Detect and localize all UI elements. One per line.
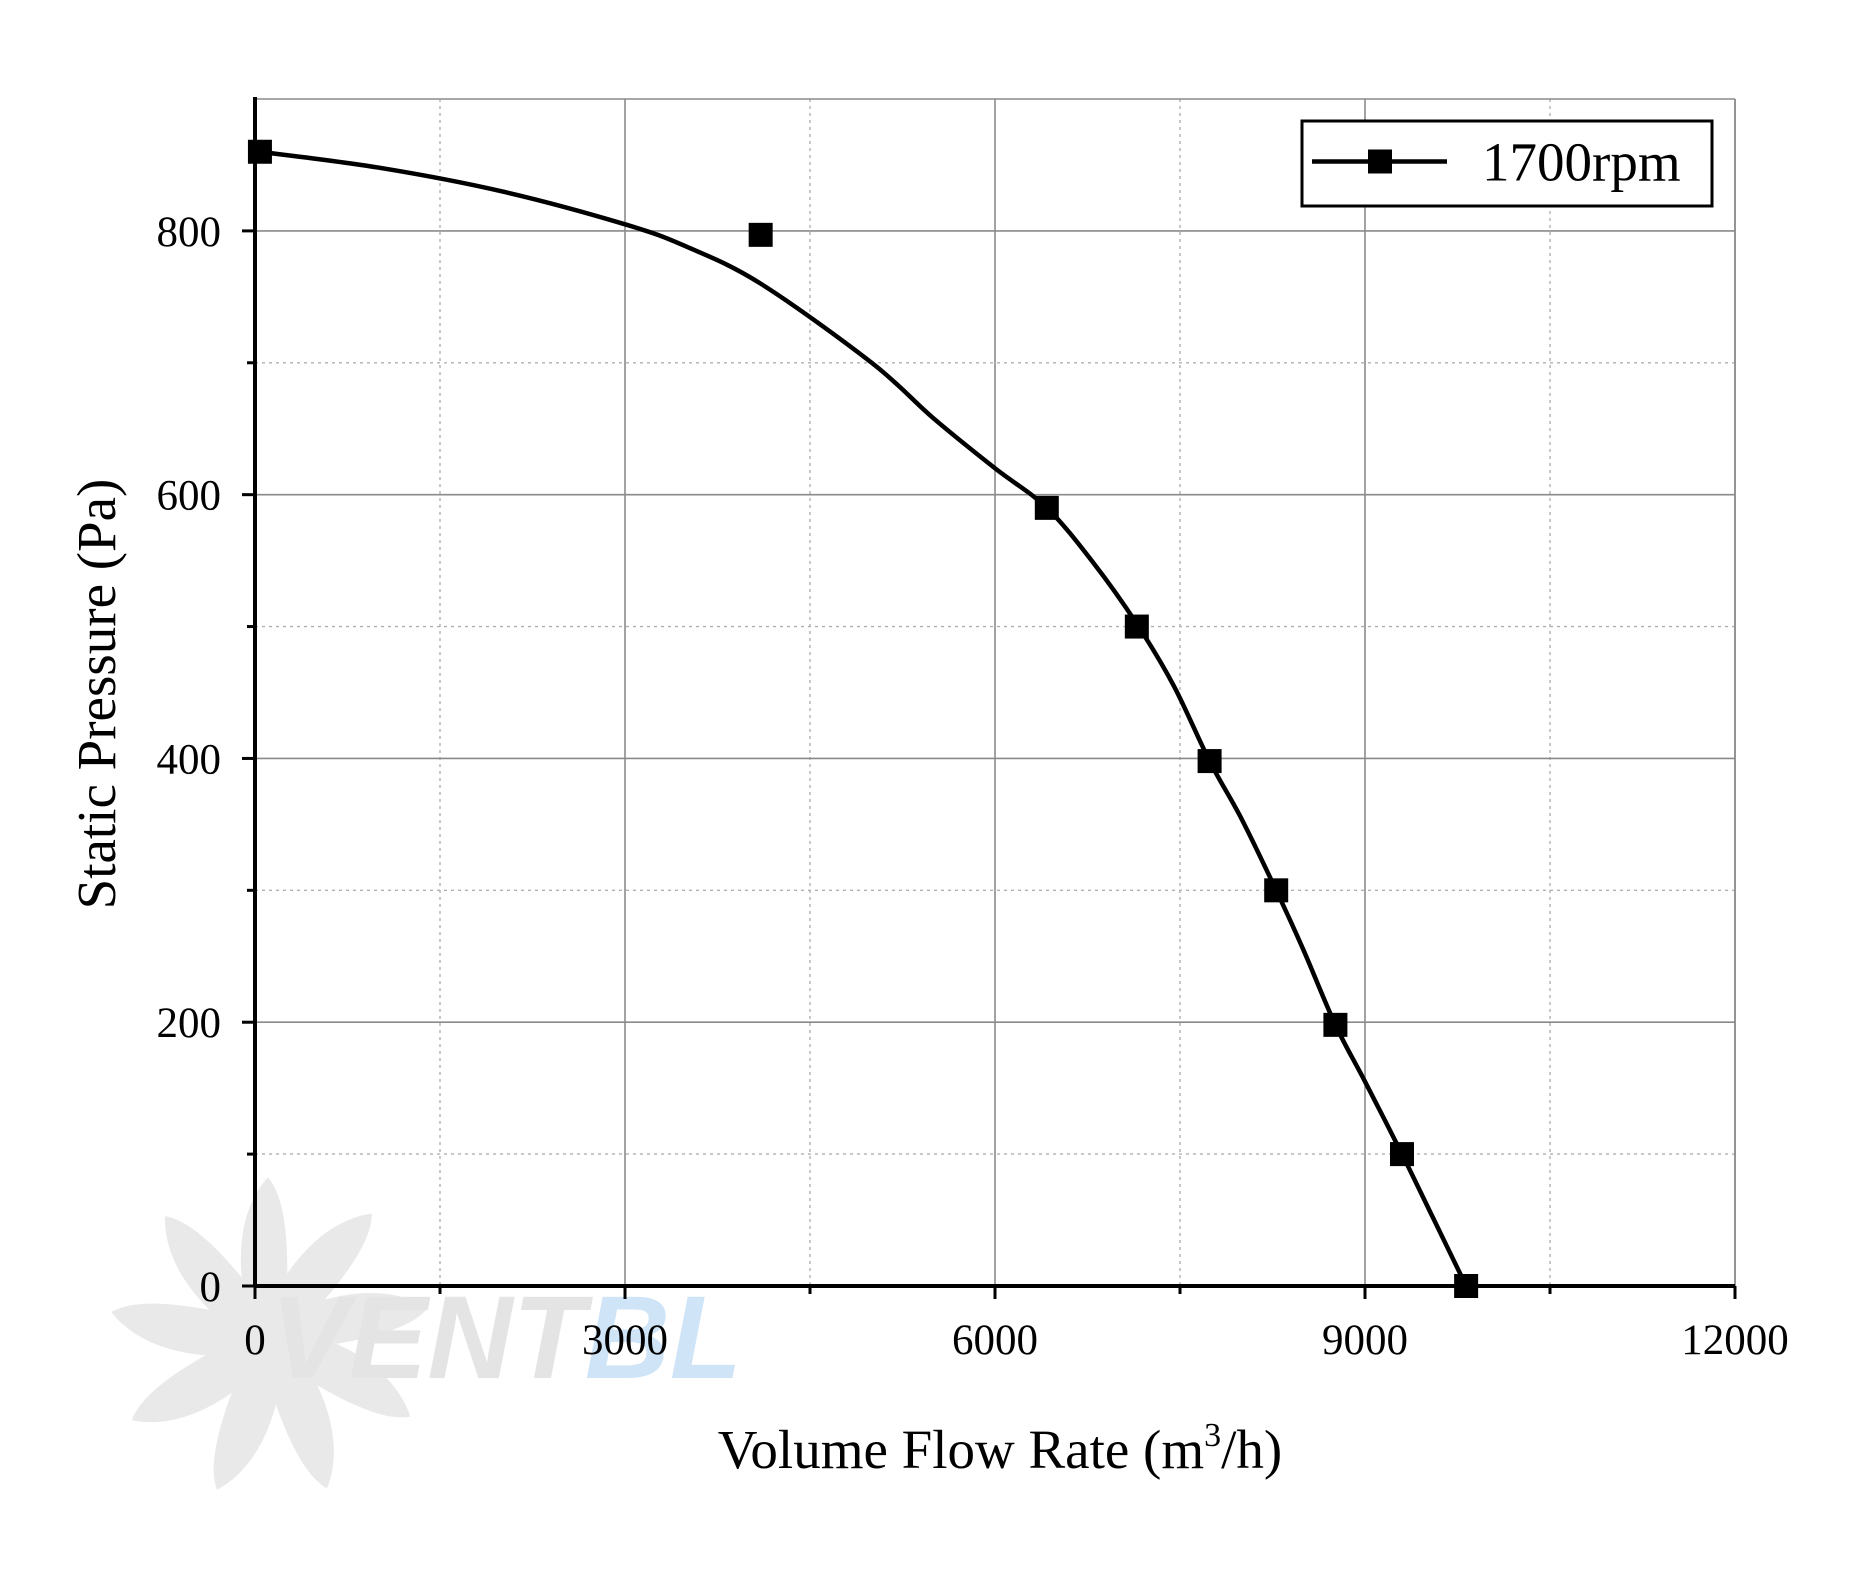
- x-axis-title-text: Volume Flow Rate (m: [718, 1419, 1204, 1480]
- legend-label: 1700rpm: [1482, 132, 1681, 193]
- watermark-logo-text: VENTBL: [270, 1272, 742, 1404]
- x-tick-label: 3000: [582, 1317, 668, 1364]
- data-point-marker: [1390, 1142, 1414, 1167]
- data-point-marker: [1454, 1274, 1479, 1298]
- watermark-fan-blade: [261, 1327, 411, 1418]
- x-tick-label: 6000: [952, 1317, 1038, 1364]
- watermark-fan-logo: [111, 1177, 428, 1490]
- x-axis-title-superscript: 3: [1204, 1417, 1221, 1454]
- watermark-fan-blade: [213, 1331, 283, 1490]
- data-point-marker: [247, 139, 272, 164]
- data-point-marker: [1264, 878, 1289, 903]
- data-point-marker: [1034, 495, 1059, 520]
- y-tick-label: 200: [157, 1000, 222, 1047]
- x-tick-label: 9000: [1322, 1317, 1408, 1364]
- series: [247, 139, 1479, 1298]
- x-axis-title-unit: /h): [1221, 1419, 1282, 1480]
- x-tick-label: 0: [244, 1317, 266, 1364]
- data-point-marker: [1323, 1012, 1348, 1037]
- axes: [242, 97, 1737, 1299]
- x-tick-label: 12000: [1681, 1317, 1789, 1364]
- legend-marker-swatch: [1368, 149, 1392, 174]
- series-line-1700rpm: [259, 149, 1469, 1287]
- tick-labels: 0 3000 6000 9000 12000 0 200 400 600 800: [157, 209, 1789, 1364]
- y-tick-label: 600: [157, 473, 222, 520]
- watermark-text-accent: BL: [585, 1272, 742, 1404]
- watermark-text-main: VENT: [270, 1272, 594, 1404]
- grid: [255, 98, 1736, 1286]
- y-axis-title: Static Pressure (Pa): [66, 479, 127, 910]
- data-point-marker: [748, 222, 773, 247]
- data-point-marker: [1124, 614, 1149, 639]
- y-tick-label: 400: [157, 736, 222, 783]
- watermark: VENTBL: [111, 1177, 742, 1490]
- legend: 1700rpm: [1300, 119, 1714, 208]
- watermark-fan-blade: [261, 1213, 372, 1349]
- data-point-marker: [1197, 749, 1222, 774]
- x-axis-title: Volume Flow Rate (m3/h): [718, 1417, 1282, 1480]
- y-tick-label: 0: [200, 1264, 222, 1311]
- y-tick-label: 800: [157, 209, 222, 256]
